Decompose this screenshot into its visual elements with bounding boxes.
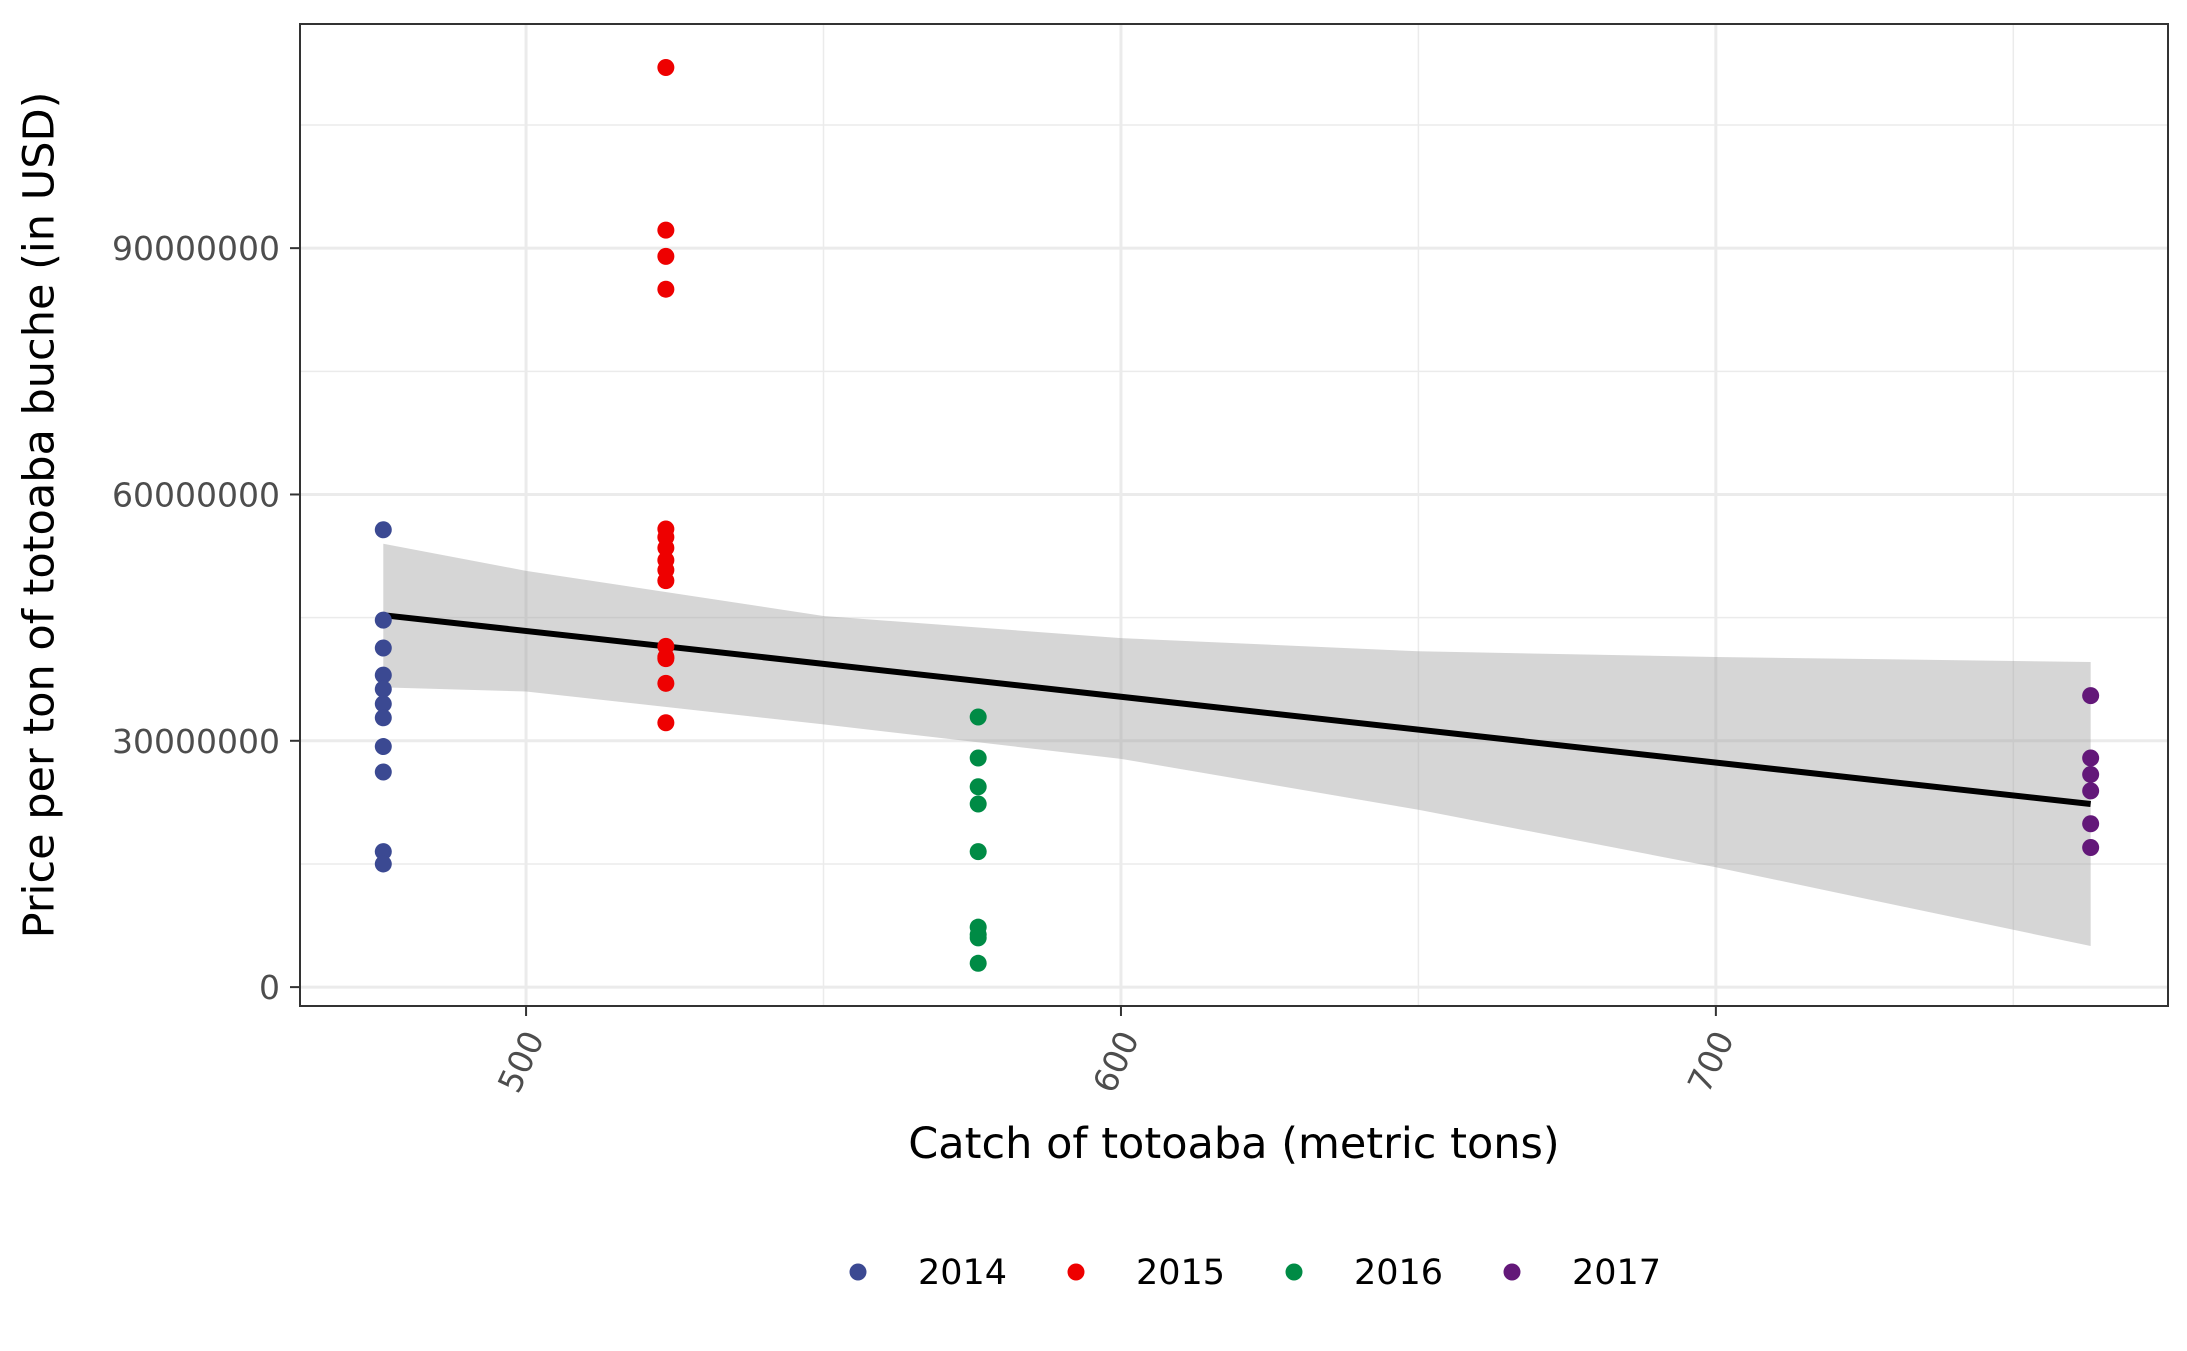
y-tick-label: 60000000 [112, 475, 280, 514]
data-point-2016 [969, 843, 987, 861]
data-point-2014 [374, 639, 392, 657]
data-point-2017 [2082, 839, 2100, 857]
data-point-2015 [657, 539, 675, 557]
legend-key-2016 [1285, 1263, 1303, 1281]
legend-key-2014 [849, 1263, 867, 1281]
data-point-2016 [969, 778, 987, 796]
data-point-2015 [657, 650, 675, 668]
data-point-2016 [969, 954, 987, 972]
data-point-2015 [657, 247, 675, 265]
data-point-2015 [657, 221, 675, 239]
data-point-2014 [374, 680, 392, 698]
legend-label-2014: 2014 [918, 1253, 1007, 1293]
legend-key-2015 [1067, 1263, 1085, 1281]
data-point-2014 [374, 521, 392, 539]
data-point-2014 [374, 763, 392, 781]
data-point-2015 [657, 714, 675, 732]
data-point-2017 [2082, 782, 2100, 800]
data-point-2015 [657, 280, 675, 298]
major-gridlines [300, 24, 2168, 1006]
axis-ticks [290, 247, 1717, 1016]
y-tick-label: 90000000 [112, 229, 280, 268]
y-tick-labels: 0 30000000 60000000 90000000 [112, 229, 280, 1007]
x-axis-title: Catch of totoaba (metric tons) [908, 1119, 1559, 1169]
data-point-2014 [374, 843, 392, 861]
minor-gridlines [300, 24, 2168, 1006]
data-point-2016 [969, 708, 987, 726]
data-point-2016 [969, 749, 987, 767]
legend-label-2017: 2017 [1572, 1253, 1661, 1293]
data-point-2016 [969, 795, 987, 813]
data-point-2014 [374, 666, 392, 684]
data-point-2015 [657, 674, 675, 692]
legend: 2014 2015 2016 2017 [849, 1253, 1661, 1293]
y-tick-label: 30000000 [112, 722, 280, 761]
legend-key-2017 [1503, 1263, 1521, 1281]
legend-label-2016: 2016 [1354, 1253, 1443, 1293]
data-point-2015 [657, 572, 675, 590]
data-point-2017 [2082, 687, 2100, 705]
y-axis-title: Price per ton of totoaba buche (in USD) [15, 92, 65, 939]
y-tick-label: 0 [259, 968, 280, 1007]
data-point-2014 [374, 738, 392, 756]
data-point-2015 [657, 59, 675, 77]
data-point-2014 [374, 709, 392, 727]
data-point-2014 [374, 855, 392, 873]
data-point-2017 [2082, 815, 2100, 833]
data-point-2014 [374, 611, 392, 629]
confidence-band [383, 543, 2091, 947]
data-point-2016 [969, 929, 987, 947]
data-points-layer [374, 59, 2100, 972]
data-point-2017 [2082, 765, 2100, 783]
confidence-band-layer [383, 543, 2091, 947]
plot-panel-border [299, 23, 2169, 1007]
data-point-2017 [2082, 749, 2100, 767]
data-point-2014 [374, 695, 392, 713]
legend-label-2015: 2015 [1136, 1253, 1225, 1293]
